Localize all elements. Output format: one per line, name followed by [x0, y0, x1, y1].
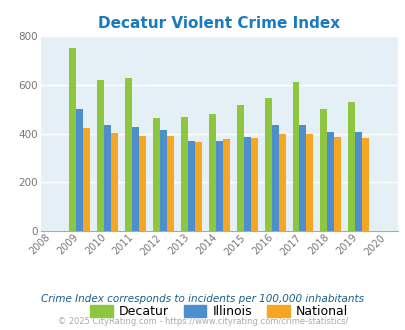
Bar: [236, 105, 243, 231]
Bar: [354, 132, 361, 231]
Bar: [278, 134, 285, 231]
Bar: [299, 125, 306, 231]
Bar: [208, 114, 215, 231]
Legend: Decatur, Illinois, National: Decatur, Illinois, National: [85, 300, 352, 323]
Bar: [292, 82, 299, 231]
Bar: [264, 98, 271, 231]
Bar: [180, 117, 188, 231]
Bar: [320, 109, 326, 231]
Bar: [194, 142, 201, 231]
Bar: [166, 136, 173, 231]
Bar: [361, 138, 369, 231]
Bar: [271, 125, 278, 231]
Bar: [306, 134, 313, 231]
Bar: [334, 137, 341, 231]
Title: Decatur Violent Crime Index: Decatur Violent Crime Index: [98, 16, 339, 31]
Bar: [326, 132, 334, 231]
Bar: [215, 141, 222, 231]
Text: © 2025 CityRating.com - https://www.cityrating.com/crime-statistics/: © 2025 CityRating.com - https://www.city…: [58, 317, 347, 326]
Bar: [153, 118, 160, 231]
Bar: [250, 138, 257, 231]
Bar: [188, 141, 194, 231]
Bar: [104, 125, 111, 231]
Bar: [222, 140, 229, 231]
Bar: [83, 128, 90, 231]
Bar: [347, 102, 354, 231]
Bar: [125, 78, 132, 231]
Bar: [111, 133, 118, 231]
Bar: [97, 80, 104, 231]
Bar: [76, 109, 83, 231]
Bar: [243, 137, 250, 231]
Bar: [69, 48, 76, 231]
Bar: [160, 130, 166, 231]
Bar: [132, 127, 139, 231]
Bar: [139, 136, 146, 231]
Text: Crime Index corresponds to incidents per 100,000 inhabitants: Crime Index corresponds to incidents per…: [41, 294, 364, 304]
